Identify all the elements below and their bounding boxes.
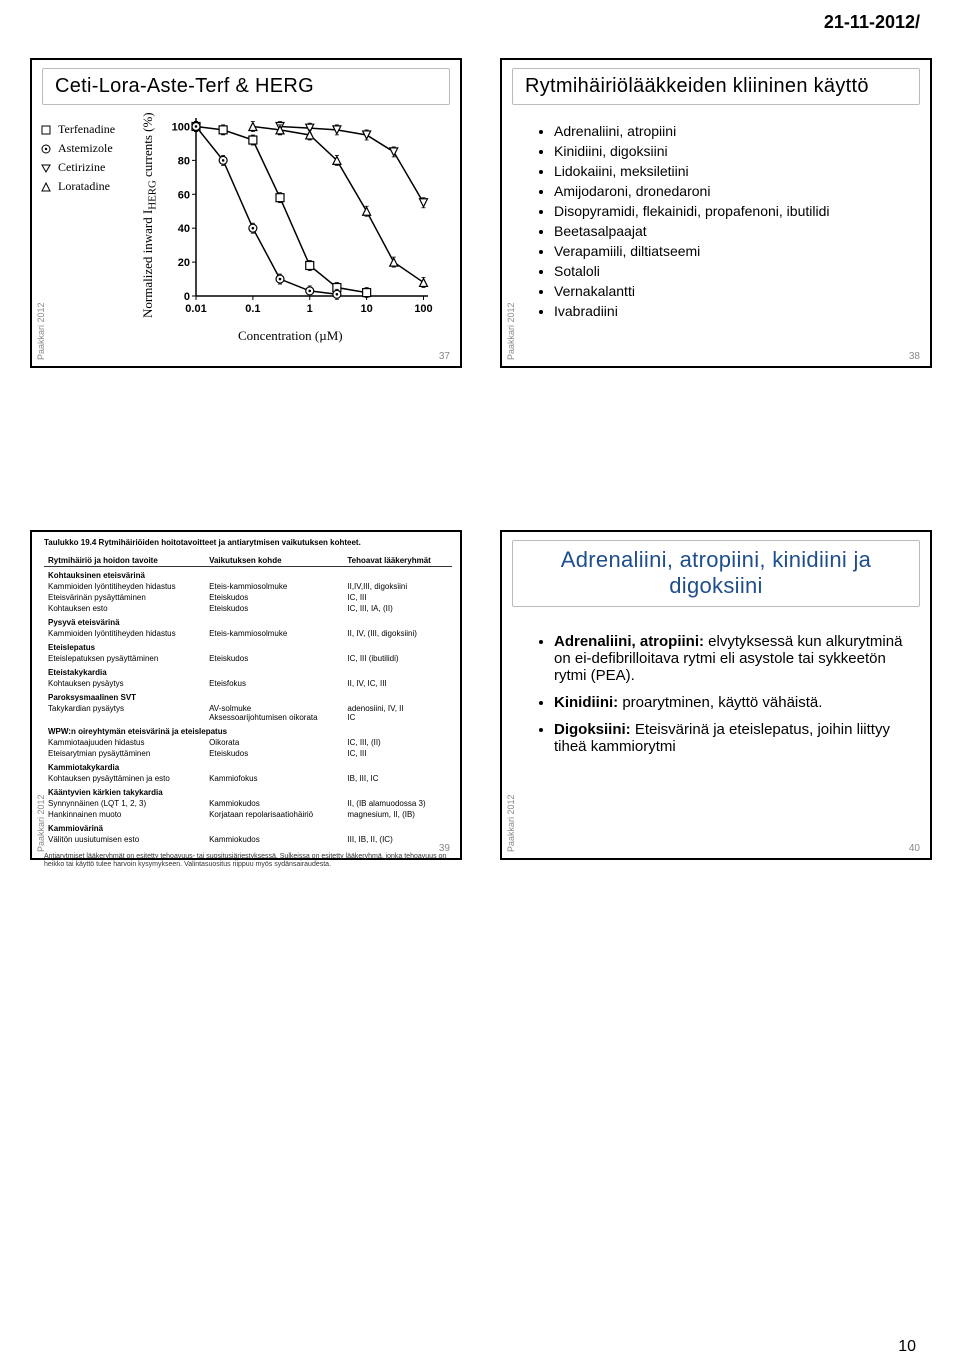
svg-text:100: 100 — [414, 303, 432, 315]
table-row: Takykardian pysäytysAV-solmuke Aksessoar… — [44, 703, 452, 723]
list-item: Adrenaliini, atropiini: elvytyksessä kun… — [554, 633, 906, 684]
slide-40: Adrenaliini, atropiini, kinidiini ja dig… — [500, 530, 932, 860]
slide-37: Ceti-Lora-Aste-Terf & HERG Terfenadine A… — [30, 58, 462, 368]
list-item: Verapamiili, diltiatseemi — [554, 243, 906, 259]
herg-chart: 0 20 40 60 80 100 0.01 0.1 1 10 100 — [166, 112, 436, 322]
svg-text:1: 1 — [307, 303, 313, 315]
table-section: Kääntyvien kärkien takykardia — [44, 784, 452, 798]
page-number: 10 — [898, 1338, 916, 1356]
table-caption: Taulukko 19.4 Rytmihäiriöiden hoitotavoi… — [44, 538, 448, 547]
slide-37-title: Ceti-Lora-Aste-Terf & HERG — [42, 68, 450, 105]
chart-legend: Terfenadine Astemizole Cetirizine Lorata… — [40, 122, 115, 198]
drug-notes: Adrenaliini, atropiini: elvytyksessä kun… — [502, 615, 930, 775]
svg-text:10: 10 — [360, 303, 372, 315]
table-row: Kammioiden lyöntitiheyden hidastusEteis-… — [44, 628, 452, 639]
list-item: Kinidiini: proarytminen, käyttö vähäistä… — [554, 694, 906, 711]
table-section: Kohtauksinen eteisvärinä — [44, 567, 452, 582]
svg-text:40: 40 — [178, 223, 190, 235]
table-row: Kammiotaajuuden hidastusOikorataIC, III,… — [44, 737, 452, 748]
table-footer: Antiarytmiset lääkeryhmät on esitetty te… — [44, 853, 448, 868]
slide-38: Rytmihäiriölääkkeiden kliininen käyttö A… — [500, 58, 932, 368]
chart-x-label: Concentration (µM) — [238, 328, 343, 344]
table-section: Pysyvä eteisvärinä — [44, 614, 452, 628]
list-item: Lidokaiini, meksiletiini — [554, 163, 906, 179]
list-item: Adrenaliini, atropiini — [554, 123, 906, 139]
slide-number: 38 — [909, 351, 920, 362]
list-item: Digoksiini: Eteisvärinä ja eteislepatus,… — [554, 721, 906, 755]
svg-text:60: 60 — [178, 189, 190, 201]
page-date-header: 21-11-2012/ — [824, 12, 920, 33]
table-section: Eteistakykardia — [44, 664, 452, 678]
svg-text:20: 20 — [178, 257, 190, 269]
marker-circle-icon — [40, 143, 52, 155]
table-row: Kohtauksen estoEteiskudosIC, III, IA, (I… — [44, 603, 452, 614]
svg-text:80: 80 — [178, 155, 190, 167]
slide-number: 40 — [909, 843, 920, 854]
list-item: Amijodaroni, dronedaroni — [554, 183, 906, 199]
drug-list: Adrenaliini, atropiini Kinidiini, digoksi… — [502, 113, 930, 333]
table-section: WPW:n oireyhtymän eteisvärinä ja eteisle… — [44, 723, 452, 737]
marker-square-icon — [40, 124, 52, 136]
table-row: Synnynnäinen (LQT 1, 2, 3)KammiokudosII,… — [44, 798, 452, 809]
svg-text:0: 0 — [184, 291, 190, 303]
slide-source: Paakkari 2012 — [506, 794, 516, 852]
slide-number: 37 — [439, 351, 450, 362]
table-row: Välitön uusiutumisen estoKammiokudosIII,… — [44, 834, 452, 845]
arrhythmia-table: Rytmihäiriö ja hoidon tavoiteVaikutuksen… — [44, 555, 452, 845]
table-header: Rytmihäiriö ja hoidon tavoite — [44, 555, 205, 567]
table-row: Hankinnainen muotoKorjataan repolarisaat… — [44, 809, 452, 820]
list-item: Vernakalantti — [554, 283, 906, 299]
svg-text:0.01: 0.01 — [185, 303, 206, 315]
table-row: Kohtauksen pysäyttäminen ja estoKammiofo… — [44, 773, 452, 784]
table-section: Eteislepatus — [44, 639, 452, 653]
table-section: Kammiovärinä — [44, 820, 452, 834]
slide-number: 39 — [439, 843, 450, 854]
table-header: Vaikutuksen kohde — [205, 555, 343, 567]
table-section: Paroksysmaalinen SVT — [44, 689, 452, 703]
marker-triangle-down-icon — [40, 162, 52, 174]
marker-triangle-up-icon — [40, 181, 52, 193]
chart-y-label: Normalized inward IHERG currents (%) — [140, 112, 159, 318]
svg-text:100: 100 — [172, 121, 190, 133]
slide-38-title: Rytmihäiriölääkkeiden kliininen käyttö — [512, 68, 920, 105]
list-item: Sotaloli — [554, 263, 906, 279]
slide-source: Paakkari 2012 — [36, 794, 46, 852]
table-row: Eteisarytmian pysäyttäminenEteiskudosIC,… — [44, 748, 452, 759]
slide-39: Taulukko 19.4 Rytmihäiriöiden hoitotavoi… — [30, 530, 462, 860]
slide-source: Paakkari 2012 — [36, 302, 46, 360]
list-item: Beetasalpaajat — [554, 223, 906, 239]
slide-source: Paakkari 2012 — [506, 302, 516, 360]
table-row: Eteisvärinän pysäyttäminenEteiskudosIC, … — [44, 592, 452, 603]
slide-40-title: Adrenaliini, atropiini, kinidiini ja dig… — [512, 540, 920, 607]
table-row: Kammioiden lyöntitiheyden hidastusEteis-… — [44, 581, 452, 592]
list-item: Ivabradiini — [554, 303, 906, 319]
table-row: Kohtauksen pysäytysEteisfokusII, IV, IC,… — [44, 678, 452, 689]
table-header: Tehoavat lääkeryhmät — [343, 555, 452, 567]
list-item: Disopyramidi, flekainidi, propafenoni, i… — [554, 203, 906, 219]
list-item: Kinidiini, digoksiini — [554, 143, 906, 159]
svg-text:0.1: 0.1 — [245, 303, 260, 315]
table-section: Kammiotakykardia — [44, 759, 452, 773]
table-row: Eteislepatuksen pysäyttäminenEteiskudosI… — [44, 653, 452, 664]
